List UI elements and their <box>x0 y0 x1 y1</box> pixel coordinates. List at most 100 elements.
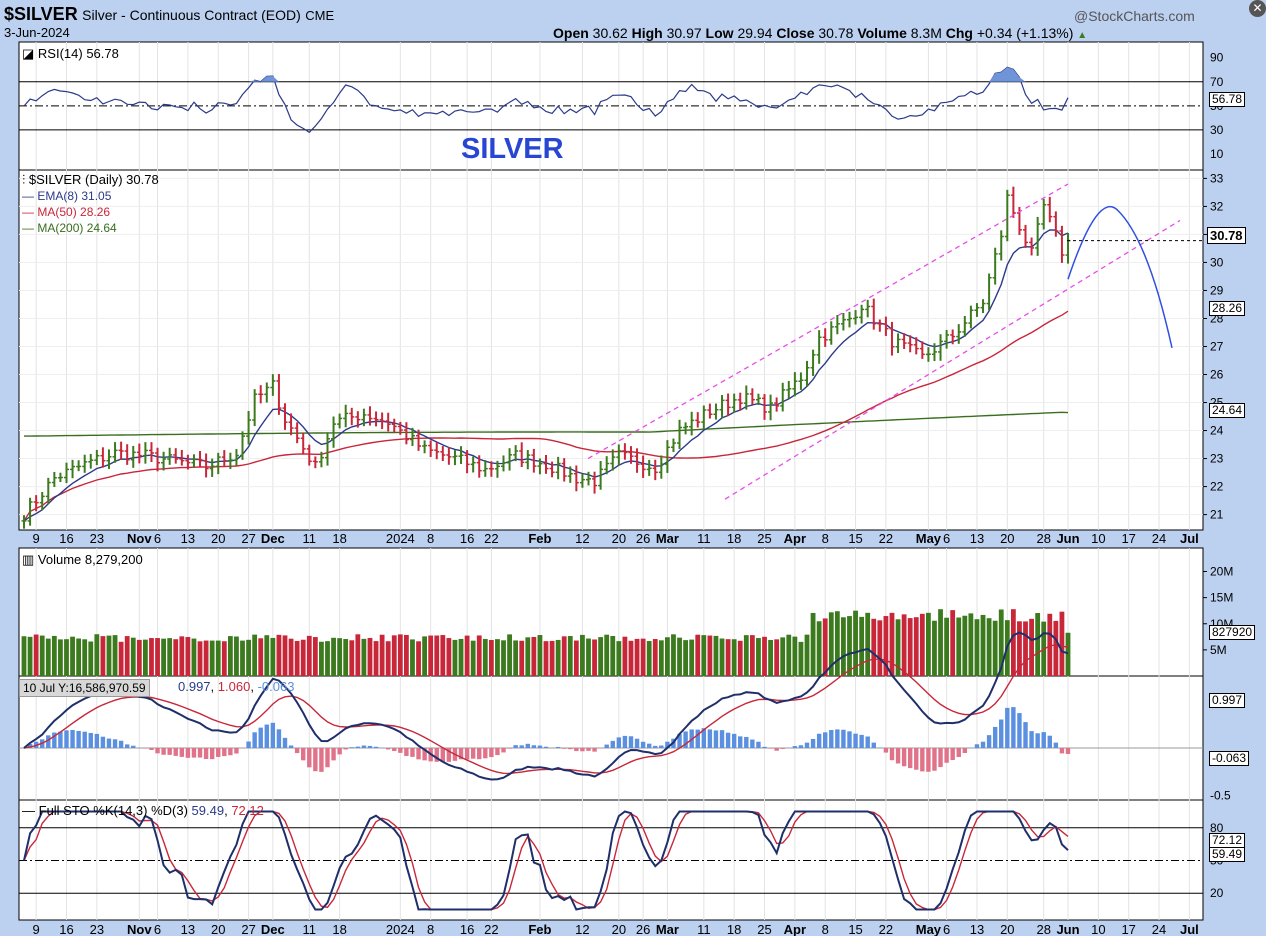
macd-hist-bar <box>222 748 227 757</box>
volume-value: 8.3M <box>910 25 942 41</box>
macd-hist-bar <box>319 748 324 772</box>
macd-hist-bar <box>628 736 634 748</box>
volume-bar <box>106 635 112 676</box>
x-tick-label: 15 <box>848 531 862 546</box>
volume-bar <box>652 639 658 676</box>
ma200-tag: 24.64 <box>1209 403 1246 418</box>
macd-hist-bar <box>920 748 925 772</box>
macd-hist-bar <box>179 748 185 757</box>
macd-hist-bar <box>653 745 658 748</box>
macd-hist-bar <box>307 748 312 768</box>
macd-hist-bar <box>592 748 597 752</box>
volume-bar <box>270 637 276 676</box>
macd-hist-bar <box>804 742 810 748</box>
ma50-line <box>23 310 1069 522</box>
macd-hist-bar <box>46 735 51 748</box>
x-tick-label: 25 <box>757 531 771 546</box>
volume-bar <box>252 634 258 676</box>
x-tick-label-bottom: 18 <box>332 922 346 936</box>
macd-hist-bar <box>270 722 276 748</box>
volume-bar <box>525 637 531 676</box>
volume-bar <box>913 617 919 676</box>
macd-tag: 0.997 <box>1209 693 1246 708</box>
macd-hist-bar <box>246 741 251 748</box>
macd-hist-bar <box>616 737 622 748</box>
crosshair-tooltip: 10 Jul Y:16,586,970.59 <box>19 679 150 697</box>
volume-bar <box>155 638 160 676</box>
volume-bar <box>859 616 865 676</box>
volume-bar <box>173 639 179 676</box>
volume-bar <box>992 620 998 676</box>
macd-hist-bar <box>155 748 160 754</box>
volume-bar <box>118 641 124 676</box>
x-tick-label-bottom: 16 <box>460 922 474 936</box>
volume-bar <box>446 638 452 676</box>
volume-bar <box>725 639 731 676</box>
macd-hist-bar <box>161 748 166 755</box>
macd-hist-bar <box>901 748 907 767</box>
macd-hist-bar <box>798 745 804 748</box>
volume-bar <box>488 639 494 676</box>
volume-bar <box>646 641 652 676</box>
x-tick-label: 16 <box>59 531 73 546</box>
volume-bar <box>634 638 640 676</box>
x-tick-label: Mar <box>656 531 679 546</box>
volume-bar <box>998 609 1004 676</box>
x-tick-label-bottom: 18 <box>727 922 741 936</box>
macd-hist-bar <box>337 748 342 755</box>
x-tick-label-bottom: Apr <box>784 922 806 936</box>
x-tick-label: 20 <box>612 531 626 546</box>
close-icon[interactable]: ✕ <box>1249 0 1266 17</box>
x-tick-label-bottom: 20 <box>612 922 626 936</box>
volume-bar <box>325 641 330 676</box>
volume-bar <box>743 635 749 676</box>
close-label: Close <box>776 25 815 41</box>
macd-values: 0.997, 1.060, -0.063 <box>178 679 295 694</box>
channel-upper <box>587 183 1069 460</box>
volume-bar <box>337 638 343 676</box>
volume-bar <box>1053 620 1059 676</box>
volume-label: ▥ Volume 8,279,200 <box>22 552 143 568</box>
sto-d-value: 72.12 <box>231 803 264 818</box>
volume-bar <box>1023 621 1028 676</box>
volume-bar <box>464 635 470 676</box>
price-tick-label: 30 <box>1210 255 1224 269</box>
volume-bar <box>197 641 203 676</box>
volume-bar <box>841 617 846 676</box>
volume-bar <box>227 636 233 676</box>
macd-hist-bar <box>294 748 300 754</box>
macd-hist-bar <box>331 748 336 761</box>
macd-hist-bar <box>956 748 961 757</box>
macd-hist-bar <box>659 745 664 748</box>
macd-hist-bar <box>173 748 178 756</box>
volume-bar <box>440 635 446 676</box>
macd-hist-bar <box>1023 722 1028 748</box>
close-value: 30.78 <box>818 25 854 41</box>
brand-link[interactable]: @StockCharts.com <box>1074 8 1195 24</box>
volume-bar <box>51 635 57 676</box>
volume-bar <box>185 637 191 676</box>
x-tick-label: 26 <box>636 531 650 546</box>
macd-hist-bar <box>52 732 57 748</box>
macd-hist-bar <box>1059 748 1065 754</box>
x-tick-label-bottom: Jun <box>1056 922 1079 936</box>
x-tick-label-bottom: 24 <box>1152 922 1166 936</box>
macd-hist-bar <box>762 746 767 748</box>
x-tick-label: 17 <box>1121 531 1135 546</box>
x-tick-label: 13 <box>181 531 195 546</box>
rsi-tag: 56.78 <box>1209 92 1246 107</box>
volume-bar <box>1059 611 1065 676</box>
macd-hist-bar <box>883 748 889 753</box>
volume-bar <box>889 612 895 676</box>
macd-hist-bar <box>234 748 239 754</box>
legend-ema-text: EMA(8) 31.05 <box>37 189 112 203</box>
x-tick-label: 22 <box>879 531 893 546</box>
volume-bar <box>762 636 767 676</box>
volume-bar <box>306 635 312 676</box>
macd-hist-bar <box>707 729 713 748</box>
macd-hist-bar <box>70 730 75 748</box>
volume-bar <box>282 635 288 676</box>
sto-d-line <box>23 810 1069 911</box>
volume-bar <box>215 640 221 676</box>
volume-bar <box>428 635 434 676</box>
